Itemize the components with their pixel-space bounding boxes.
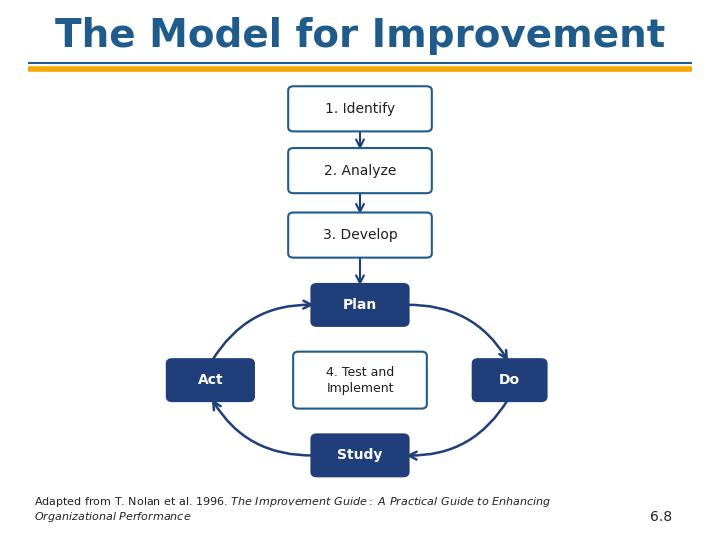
FancyBboxPatch shape — [293, 352, 427, 409]
Text: Act: Act — [197, 373, 223, 387]
FancyBboxPatch shape — [473, 359, 546, 401]
Text: Adapted from T. Nolan et al. 1996. $\it{The\ Improvement\ Guide:\ A\ Practical\ : Adapted from T. Nolan et al. 1996. $\it{… — [34, 495, 552, 509]
Text: 6.8: 6.8 — [650, 510, 672, 524]
FancyBboxPatch shape — [312, 434, 408, 476]
Text: 2. Analyze: 2. Analyze — [324, 164, 396, 178]
FancyBboxPatch shape — [288, 86, 432, 131]
FancyBboxPatch shape — [167, 359, 254, 401]
Text: 3. Develop: 3. Develop — [323, 228, 397, 242]
Text: The Model for Improvement: The Model for Improvement — [55, 17, 665, 55]
Text: $\it{Organizational\ Performance}$: $\it{Organizational\ Performance}$ — [34, 510, 192, 524]
FancyBboxPatch shape — [288, 213, 432, 258]
FancyBboxPatch shape — [288, 148, 432, 193]
Text: Plan: Plan — [343, 298, 377, 312]
Text: Study: Study — [337, 448, 383, 462]
FancyBboxPatch shape — [312, 284, 408, 326]
Text: Do: Do — [499, 373, 520, 387]
Text: 1. Identify: 1. Identify — [325, 102, 395, 116]
Text: 4. Test and
Implement: 4. Test and Implement — [326, 366, 394, 395]
